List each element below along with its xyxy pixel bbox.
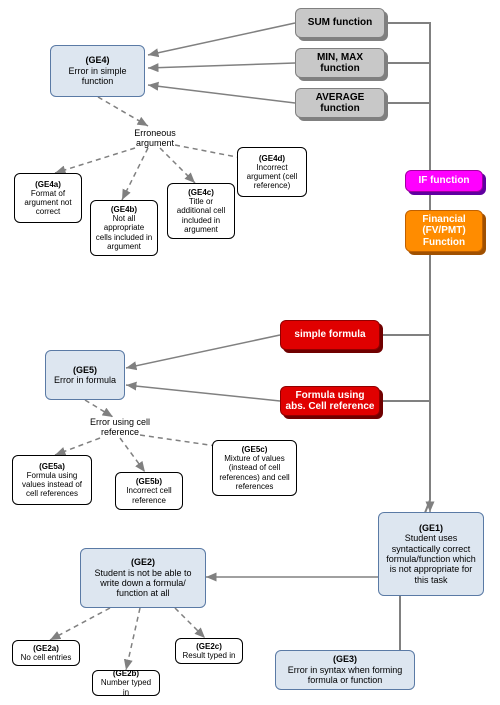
node-minmax: MIN, MAX function [295, 48, 385, 78]
node-label: AVERAGE function [300, 92, 380, 115]
node-label: MIN, MAX function [300, 52, 380, 75]
node-code: (GE4) [55, 55, 140, 65]
node-label: Not all appropriate cells included in ar… [95, 214, 153, 251]
text-errcell: Error using cell reference [80, 417, 160, 438]
node-label: Student uses syntactically correct formu… [383, 533, 479, 585]
node-label: IF function [410, 175, 478, 187]
node-ge2b: (GE2b)Number typed in [92, 670, 160, 696]
node-ge4c: (GE4c)Title or additional cell included … [167, 183, 235, 239]
node-label: Error in syntax when forming formula or … [280, 665, 410, 686]
node-ge3: (GE3)Error in syntax when forming formul… [275, 650, 415, 690]
node-ge5b: (GE5b)Incorrect cell reference [115, 472, 183, 510]
node-code: (GE5) [50, 365, 120, 375]
node-ge4a: (GE4a)Format of argument not correct [14, 173, 82, 223]
node-label: Formula using values instead of cell ref… [17, 471, 87, 499]
node-ge2: (GE2)Student is not be able to write dow… [80, 548, 206, 608]
node-code: (GE4b) [95, 205, 153, 214]
node-ge1: (GE1)Student uses syntactically correct … [378, 512, 484, 596]
node-label: SUM function [300, 17, 380, 29]
node-code: (GE4a) [19, 180, 77, 189]
node-ge5c: (GE5c)Mixture of values (instead of cell… [212, 440, 297, 496]
node-average: AVERAGE function [295, 88, 385, 118]
node-financial: Financial (FV/PMT) Function [405, 210, 483, 252]
node-ge5: (GE5)Error in formula [45, 350, 125, 400]
node-code: (GE4d) [242, 154, 302, 163]
node-sum: SUM function [295, 8, 385, 38]
node-label: Result typed in [180, 651, 238, 660]
node-code: (GE5a) [17, 462, 87, 471]
node-code: (GE2b) [97, 669, 155, 678]
node-label: Number typed in [97, 678, 155, 696]
node-code: (GE5b) [120, 477, 178, 486]
node-ge4: (GE4)Error in simple function [50, 45, 145, 97]
node-ge2a: (GE2a)No cell entries [12, 640, 80, 666]
node-ge5a: (GE5a)Formula using values instead of ce… [12, 455, 92, 505]
node-label: Format of argument not correct [19, 189, 77, 217]
node-absref: Formula using abs. Cell reference [280, 386, 380, 416]
node-label: No cell entries [17, 653, 75, 662]
node-label: Financial (FV/PMT) Function [410, 214, 478, 249]
node-code: (GE1) [383, 523, 479, 533]
node-label: Formula using abs. Cell reference [285, 390, 375, 413]
node-if: IF function [405, 170, 483, 192]
node-ge4d: (GE4d)Incorrect argument (cell reference… [237, 147, 307, 197]
node-code: (GE2a) [17, 644, 75, 653]
node-code: (GE2c) [180, 642, 238, 651]
node-label: Incorrect cell reference [120, 486, 178, 504]
node-code: (GE3) [280, 654, 410, 664]
node-code: (GE4c) [172, 188, 230, 197]
node-ge4b: (GE4b)Not all appropriate cells included… [90, 200, 158, 256]
node-label: simple formula [285, 329, 375, 341]
node-label: Error in simple function [55, 66, 140, 87]
node-code: (GE2) [85, 557, 201, 567]
node-code: (GE5c) [217, 445, 292, 454]
node-label: Mixture of values (instead of cell refer… [217, 454, 292, 491]
node-label: Title or additional cell included in arg… [172, 197, 230, 234]
node-label: Student is not be able to write down a f… [85, 568, 201, 599]
node-label: Error in formula [50, 375, 120, 385]
text-errarg: Erroneous argument [115, 128, 195, 149]
node-simple: simple formula [280, 320, 380, 350]
node-ge2c: (GE2c)Result typed in [175, 638, 243, 664]
node-label: Incorrect argument (cell reference) [242, 163, 302, 191]
